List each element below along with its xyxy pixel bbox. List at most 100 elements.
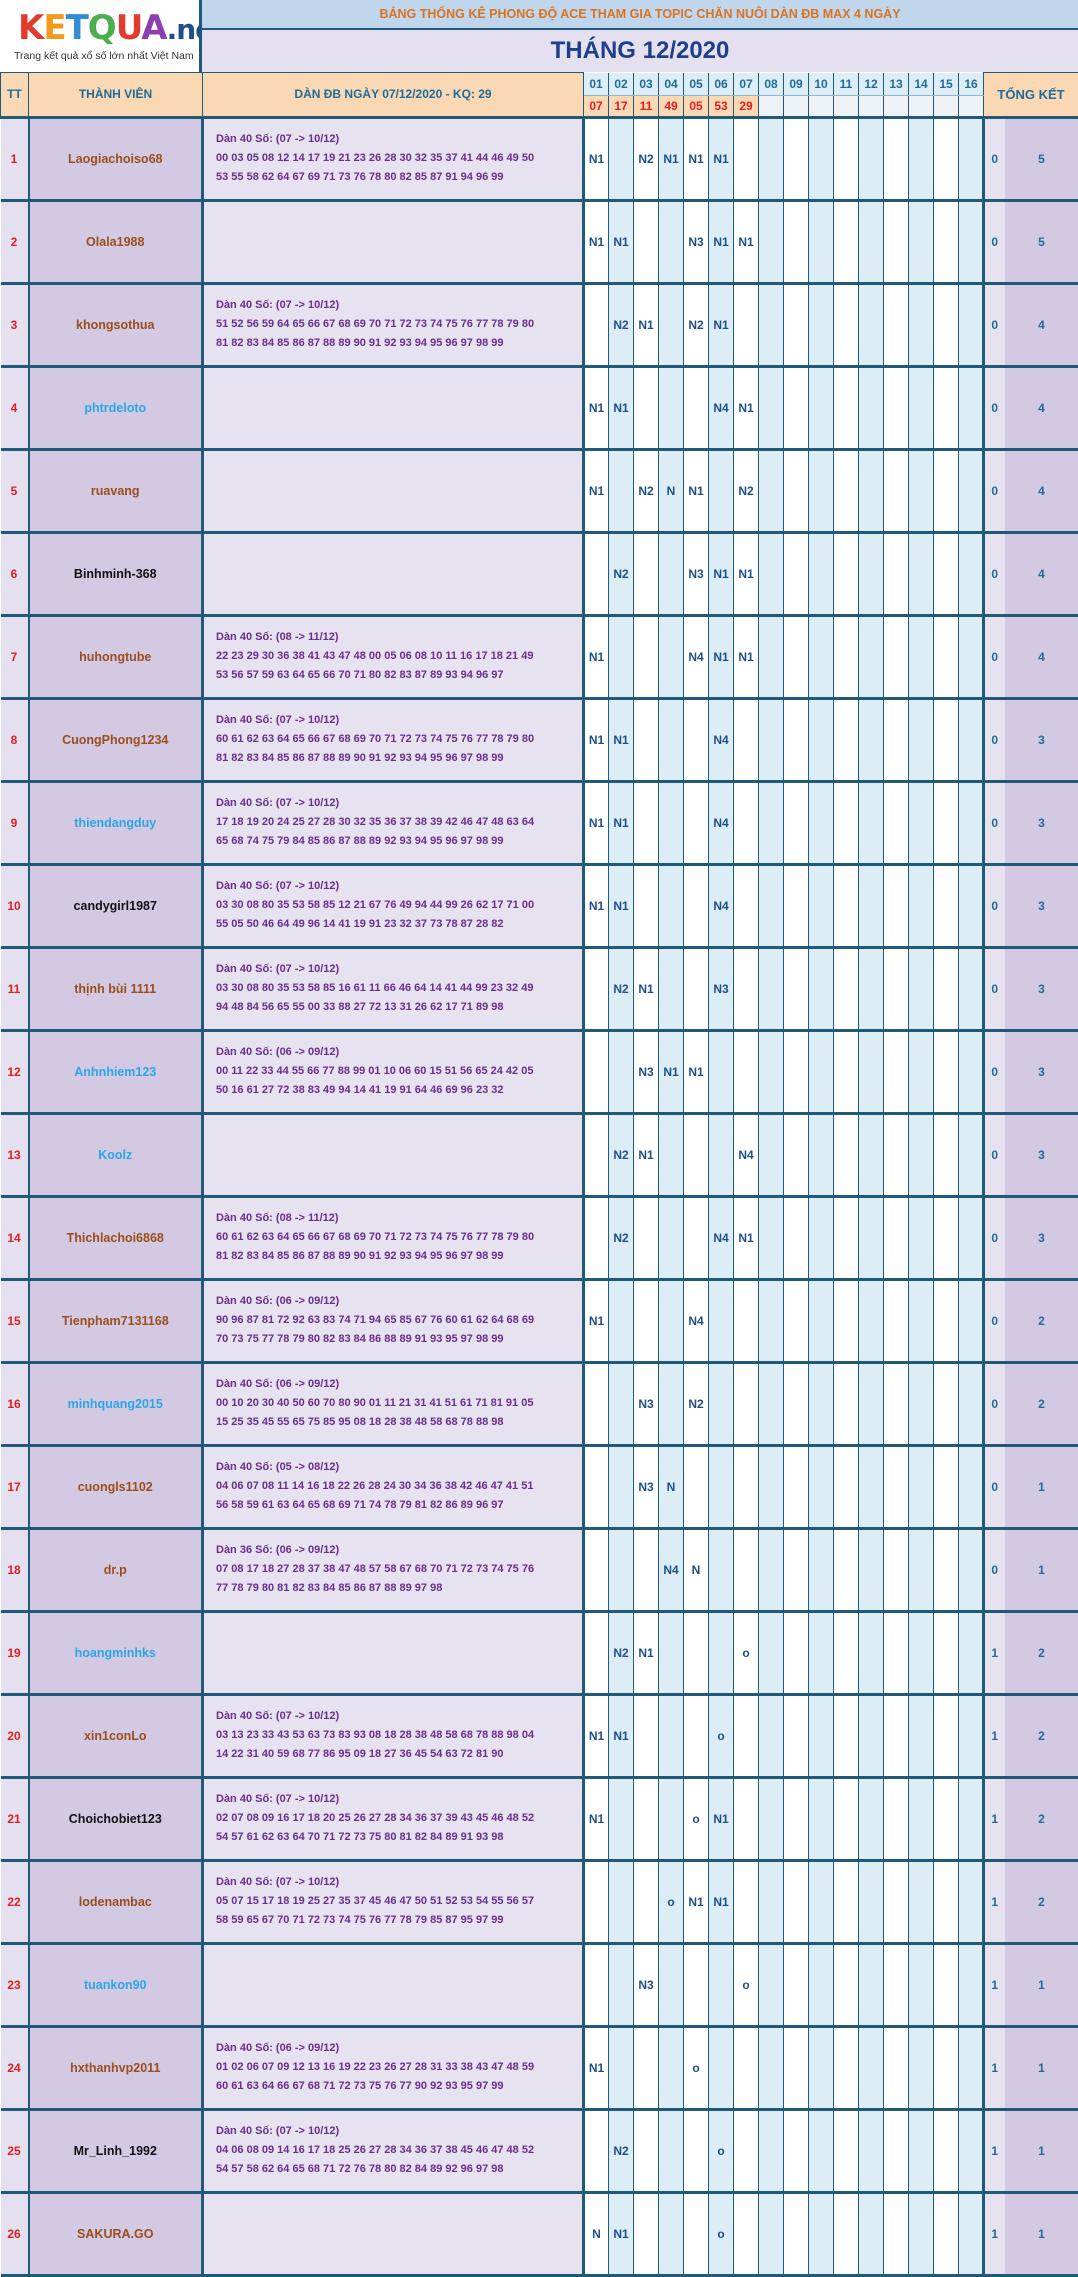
day-cell: N	[584, 2192, 609, 2275]
day-cell	[659, 366, 684, 449]
day-cell	[634, 615, 659, 698]
total-second: 3	[1005, 1196, 1078, 1279]
member-name[interactable]: Binhminh-368	[29, 532, 203, 615]
day-cell	[759, 1196, 784, 1279]
day-cell: N2	[684, 1362, 709, 1445]
dan-line: 81 82 83 84 85 86 87 88 89 90 91 92 93 9…	[216, 334, 582, 353]
member-name[interactable]: hxthanhvp2011	[29, 2026, 203, 2109]
day-cell	[584, 1196, 609, 1279]
day-cell	[684, 1445, 709, 1528]
member-name[interactable]: lodenambac	[29, 1860, 203, 1943]
day-cell	[834, 781, 859, 864]
day-cell: N2	[684, 283, 709, 366]
day-cell	[784, 615, 809, 698]
day-cell	[859, 781, 884, 864]
member-name[interactable]: Olala1988	[29, 200, 203, 283]
day-cell	[584, 947, 609, 1030]
day-cell	[959, 1694, 984, 1777]
day-cell	[609, 449, 634, 532]
day-cell	[609, 1943, 634, 2026]
member-name[interactable]: minhquang2015	[29, 1362, 203, 1445]
member-name[interactable]: Choichobiet123	[29, 1777, 203, 1860]
member-name[interactable]: CuongPhong1234	[29, 698, 203, 781]
day-cell	[784, 117, 809, 200]
member-name[interactable]: candygirl1987	[29, 864, 203, 947]
day-cell	[859, 449, 884, 532]
day-cell	[934, 1694, 959, 1777]
member-name[interactable]: hoangminhks	[29, 1611, 203, 1694]
logo-letter-e: E	[43, 8, 65, 48]
day-cell	[659, 698, 684, 781]
member-name[interactable]: khongsothua	[29, 283, 203, 366]
day-cell	[809, 1113, 834, 1196]
day-cell	[659, 1279, 684, 1362]
member-name[interactable]: Laogiachoiso68	[29, 117, 203, 200]
member-name[interactable]: Anhnhiem123	[29, 1030, 203, 1113]
total-second: 2	[1005, 1362, 1078, 1445]
day-cell	[609, 1030, 634, 1113]
day-cell	[959, 449, 984, 532]
dan-numbers: Dàn 40 Số: (07 -> 10/12)04 06 08 09 14 1…	[203, 2109, 584, 2192]
day-cell	[884, 1279, 909, 1362]
day-cell	[859, 698, 884, 781]
row-number: 25	[1, 2109, 29, 2192]
ketqua-logo[interactable]: KETQUA.net Trang kết quả xổ số lớn nhất …	[0, 0, 202, 72]
day-cell	[884, 2109, 909, 2192]
member-name[interactable]: cuongls1102	[29, 1445, 203, 1528]
day-cell	[934, 1362, 959, 1445]
day-cell	[934, 1611, 959, 1694]
day-cell: N1	[609, 2192, 634, 2275]
total-second: 4	[1005, 615, 1078, 698]
total-first: 0	[984, 1030, 1005, 1113]
day-cell	[634, 532, 659, 615]
total-second: 2	[1005, 1694, 1078, 1777]
row-number: 23	[1, 1943, 29, 2026]
day-cell	[909, 283, 934, 366]
day-cell: N1	[584, 200, 609, 283]
day-header: 16	[959, 73, 984, 96]
member-name[interactable]: phtrdeloto	[29, 366, 203, 449]
member-name[interactable]: Mr_Linh_1992	[29, 2109, 203, 2192]
day-cell: N3	[634, 1362, 659, 1445]
day-cell: N3	[709, 947, 734, 1030]
member-name[interactable]: tuankon90	[29, 1943, 203, 2026]
day-cell	[659, 1694, 684, 1777]
total-first: 0	[984, 449, 1005, 532]
member-name[interactable]: thiendangduy	[29, 781, 203, 864]
member-name[interactable]: Tienpham7131168	[29, 1279, 203, 1362]
total-first: 0	[984, 283, 1005, 366]
day-cell: N2	[609, 947, 634, 1030]
day-cell	[609, 1777, 634, 1860]
member-name[interactable]: thịnh bùi 1111	[29, 947, 203, 1030]
day-cell	[959, 1777, 984, 1860]
day-cell: o	[709, 2192, 734, 2275]
dan-line: 90 96 87 81 72 92 63 83 74 71 94 65 85 6…	[216, 1311, 582, 1330]
day-cell	[734, 2109, 759, 2192]
member-name[interactable]: huhongtube	[29, 615, 203, 698]
day-cell: N1	[609, 698, 634, 781]
total-second: 3	[1005, 1030, 1078, 1113]
day-cell	[834, 1445, 859, 1528]
dan-line: 22 23 29 30 36 38 41 43 47 48 00 05 06 0…	[216, 647, 582, 666]
header-dan: DÀN ĐB NGÀY 07/12/2020 - KQ: 29	[203, 73, 584, 118]
member-name[interactable]: dr.p	[29, 1528, 203, 1611]
day-cell	[809, 1445, 834, 1528]
total-second: 5	[1005, 117, 1078, 200]
day-cell	[884, 1777, 909, 1860]
member-name[interactable]: Koolz	[29, 1113, 203, 1196]
logo-letter-k: K	[18, 8, 43, 48]
member-name[interactable]: xin1conLo	[29, 1694, 203, 1777]
day-cell	[734, 1777, 759, 1860]
member-name[interactable]: ruavang	[29, 449, 203, 532]
day-cell: N1	[634, 947, 659, 1030]
day-cell	[959, 1196, 984, 1279]
day-cell	[659, 1777, 684, 1860]
member-name[interactable]: SAKURA.GO	[29, 2192, 203, 2275]
member-name[interactable]: Thichlachoi6868	[29, 1196, 203, 1279]
day-cell	[634, 2109, 659, 2192]
day-cell	[784, 366, 809, 449]
